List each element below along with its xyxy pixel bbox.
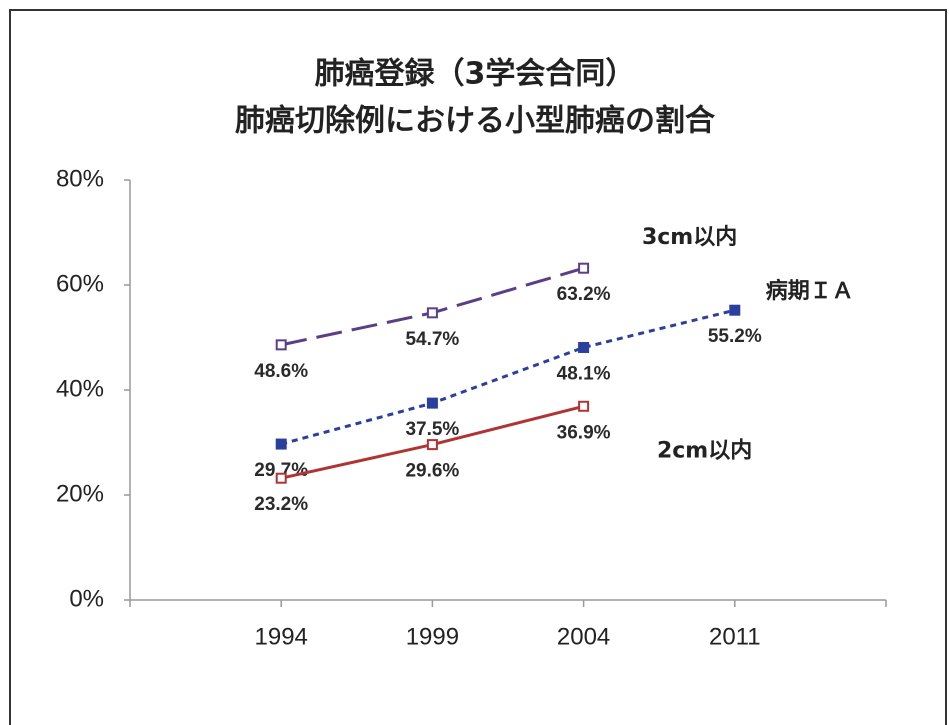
series-name: 病期ＩＡ [766,278,854,304]
value-label: 29.6% [405,461,459,482]
value-label: 63.2% [557,284,611,305]
frame [9,9,947,725]
series-name: 3cm以内 [642,225,737,250]
chart-title: 肺癌切除例における小型肺癌の割合 [235,104,715,139]
x-tick-label: 2011 [709,623,761,650]
marker [426,439,438,451]
x-tick-label: 1994 [255,623,308,650]
marker [578,341,590,353]
y-tick-label: 0% [69,585,104,612]
chart-title: 肺癌登録（3学会合同） [315,57,636,92]
marker [729,304,741,316]
series-line [280,308,736,446]
marker [578,400,590,412]
series-name: 2cm以内 [657,438,752,463]
value-label: 48.6% [254,361,308,382]
value-label: 23.2% [254,494,308,515]
marker [275,472,287,484]
y-tick-label: 40% [56,375,104,402]
marker [275,339,287,351]
y-tick-label: 20% [56,480,104,507]
y-tick-label: 60% [56,270,104,297]
marker [426,307,438,319]
marker [275,438,287,450]
value-label: 36.9% [557,422,611,443]
value-label: 37.5% [405,419,459,440]
value-label: 48.1% [557,363,611,384]
value-label: 55.2% [708,326,762,347]
x-tick-label: 2004 [557,623,610,650]
y-tick-label: 80% [56,165,104,192]
marker [578,262,590,274]
x-tick-label: 1999 [406,623,459,650]
marker [426,397,438,409]
value-label: 54.7% [405,329,459,350]
